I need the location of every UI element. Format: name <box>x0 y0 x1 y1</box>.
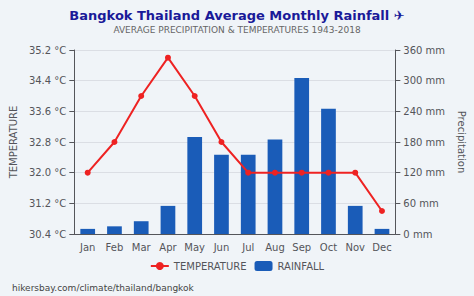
svg-text:RAINFALL: RAINFALL <box>278 261 325 272</box>
svg-text:120 mm: 120 mm <box>403 167 445 178</box>
svg-text:32.8 °C: 32.8 °C <box>29 137 66 148</box>
svg-text:Feb: Feb <box>106 242 124 253</box>
svg-text:Jul: Jul <box>241 242 254 253</box>
svg-text:60 mm: 60 mm <box>403 198 438 209</box>
svg-text:Mar: Mar <box>132 242 152 253</box>
svg-text:180 mm: 180 mm <box>403 137 445 148</box>
svg-text:Nov: Nov <box>345 242 365 253</box>
svg-text:TEMPERATURE: TEMPERATURE <box>173 261 247 272</box>
svg-text:0 mm: 0 mm <box>403 229 432 240</box>
svg-text:AVERAGE PRECIPITATION & TEMPER: AVERAGE PRECIPITATION & TEMPERATURES 194… <box>113 25 361 35</box>
svg-text:Precipitation: Precipitation <box>456 111 467 174</box>
svg-text:34.4 °C: 34.4 °C <box>29 75 66 86</box>
svg-text:hikersbay.com/climate/thailand: hikersbay.com/climate/thailand/bangkok <box>12 283 194 293</box>
svg-text:May: May <box>184 242 205 253</box>
svg-text:300 mm: 300 mm <box>403 75 445 86</box>
svg-text:Aug: Aug <box>265 242 285 253</box>
svg-text:240 mm: 240 mm <box>403 106 445 117</box>
svg-text:Jun: Jun <box>213 242 230 253</box>
svg-text:31.2 °C: 31.2 °C <box>29 198 66 209</box>
svg-text:360 mm: 360 mm <box>403 45 445 56</box>
svg-text:TEMPERATURE: TEMPERATURE <box>8 106 19 180</box>
svg-text:30.4 °C: 30.4 °C <box>29 229 66 240</box>
svg-text:35.2 °C: 35.2 °C <box>29 45 66 56</box>
svg-text:32.0 °C: 32.0 °C <box>29 167 66 178</box>
svg-text:Jan: Jan <box>79 242 95 253</box>
svg-text:Oct: Oct <box>320 242 337 253</box>
svg-text:Sep: Sep <box>292 242 311 253</box>
svg-text:Dec: Dec <box>372 242 391 253</box>
svg-text:Bangkok Thailand Average Month: Bangkok Thailand Average Monthly Rainfal… <box>69 8 404 23</box>
svg-text:Apr: Apr <box>159 242 177 253</box>
svg-text:33.6 °C: 33.6 °C <box>29 106 66 117</box>
